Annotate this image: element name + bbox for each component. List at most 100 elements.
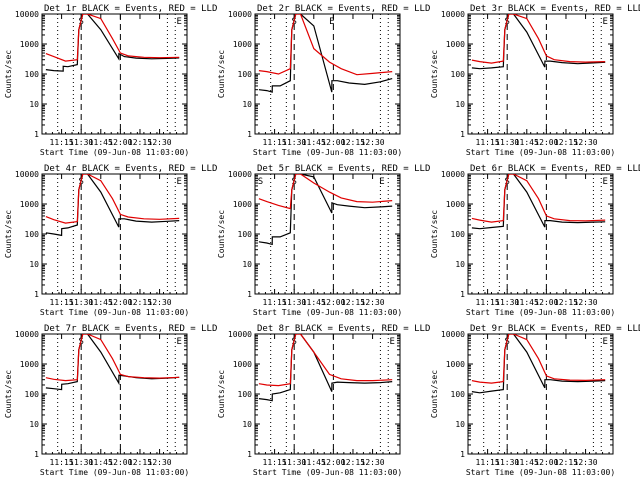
x-tick-label: 11:15 [263, 298, 287, 307]
interval-mark-s: S [258, 177, 263, 187]
x-tick-label: 12:30 [361, 138, 385, 147]
lld-series-line [45, 334, 180, 382]
lld-series-line [258, 174, 393, 210]
y-tick-label: 1 [247, 130, 252, 139]
x-tick-label: 11:45 [515, 298, 539, 307]
lld-series-line [45, 174, 180, 224]
x-tick-label: 11:30 [69, 298, 93, 307]
events-series-line [258, 14, 393, 93]
x-tick-label: 12:15 [341, 458, 365, 467]
interval-mark-e: E [379, 177, 384, 187]
detector-panel-8: Det 8r BLACK = Events, RED = LLD 1 10 100 10… [217, 324, 430, 477]
panel-title: Det 7r BLACK = Events, RED = LLD [44, 324, 217, 334]
y-axis-label: Counts/sec [4, 370, 13, 418]
y-axis-label: Counts/sec [430, 50, 439, 98]
x-tick-label: 12:15 [341, 298, 365, 307]
panel-title: Det 2r BLACK = Events, RED = LLD [257, 4, 430, 14]
y-tick-label: 1 [34, 130, 39, 139]
x-tick-label: 11:45 [515, 458, 539, 467]
y-tick-label: 1000 [20, 40, 39, 49]
y-tick-label: 1 [460, 450, 465, 459]
y-tick-label: 100 [451, 230, 466, 239]
x-tick-label: 12:30 [361, 458, 385, 467]
x-tick-label: 11:30 [282, 138, 306, 147]
panel-title: Det 3r BLACK = Events, RED = LLD [470, 4, 640, 14]
events-series-line [258, 174, 393, 246]
x-tick-label: 12:00 [534, 458, 558, 467]
events-series-line [45, 174, 180, 237]
detector-panel-2: Det 2r BLACK = Events, RED = LLD 1 10 100 10… [217, 4, 430, 157]
y-tick-label: 10 [29, 420, 39, 429]
y-tick-label: 1 [34, 290, 39, 299]
x-tick-label: 12:15 [554, 458, 578, 467]
x-tick-label: 11:15 [476, 298, 500, 307]
x-tick-label: 12:15 [128, 138, 152, 147]
y-tick-label: 1 [247, 290, 252, 299]
x-tick-label: 12:00 [108, 138, 132, 147]
x-axis-label: Start Time (09-Jun-08 11:03:00) [253, 468, 402, 477]
x-tick-label: 12:00 [321, 298, 345, 307]
x-tick-label: 11:45 [89, 138, 113, 147]
x-tick-label: 12:15 [128, 298, 152, 307]
y-tick-label: 100 [451, 70, 466, 79]
x-tick-label: 12:00 [321, 138, 345, 147]
lld-series-line [471, 174, 606, 223]
x-tick-label: 11:30 [69, 458, 93, 467]
x-axis-label: Start Time (09-Jun-08 11:03:00) [40, 308, 189, 317]
x-tick-label: 12:30 [574, 138, 598, 147]
x-tick-label: 11:45 [302, 458, 326, 467]
x-tick-label: 12:30 [574, 298, 598, 307]
detector-panel-9: Det 9r BLACK = Events, RED = LLD 1 10 100 10… [430, 324, 640, 477]
y-tick-label: 10000 [228, 10, 252, 19]
detector-panel-7: Det 7r BLACK = Events, RED = LLD 1 10 100 10… [4, 324, 217, 477]
detector-panel-1: Det 1r BLACK = Events, RED = LLD 1 10 100 10… [4, 4, 217, 157]
y-tick-label: 100 [238, 390, 253, 399]
x-tick-label: 11:15 [50, 138, 74, 147]
interval-mark-e: E [329, 17, 334, 27]
y-tick-label: 1000 [233, 200, 252, 209]
y-axis-label: Counts/sec [430, 370, 439, 418]
y-axis-label: Counts/sec [217, 50, 226, 98]
y-tick-label: 10000 [441, 330, 465, 339]
x-tick-label: 12:30 [148, 458, 172, 467]
x-tick-label: 12:00 [108, 458, 132, 467]
y-tick-label: 10000 [441, 10, 465, 19]
x-tick-label: 11:45 [515, 138, 539, 147]
y-tick-label: 100 [25, 70, 40, 79]
panel-title: Det 4r BLACK = Events, RED = LLD [44, 164, 217, 174]
lld-series-line [45, 14, 180, 62]
x-axis-label: Start Time (09-Jun-08 11:03:00) [466, 148, 615, 157]
y-tick-label: 100 [451, 390, 466, 399]
panel-title: Det 9r BLACK = Events, RED = LLD [470, 324, 640, 334]
x-tick-label: 11:45 [302, 298, 326, 307]
y-tick-label: 100 [25, 230, 40, 239]
interval-mark-e: E [602, 337, 607, 347]
y-axis-label: Counts/sec [4, 210, 13, 258]
x-axis-label: Start Time (09-Jun-08 11:03:00) [253, 308, 402, 317]
y-tick-label: 1000 [233, 360, 252, 369]
y-tick-label: 10 [455, 420, 465, 429]
y-tick-label: 100 [238, 70, 253, 79]
detector-panel-3: Det 3r BLACK = Events, RED = LLD 1 10 100 10… [430, 4, 640, 157]
x-tick-label: 12:15 [341, 138, 365, 147]
y-tick-label: 10 [242, 420, 252, 429]
lld-series-line [471, 14, 606, 64]
y-tick-label: 1 [247, 450, 252, 459]
x-tick-label: 11:30 [495, 138, 519, 147]
x-tick-label: 12:00 [534, 138, 558, 147]
y-tick-label: 10 [242, 100, 252, 109]
y-tick-label: 1000 [233, 40, 252, 49]
interval-mark-e: E [602, 17, 607, 27]
y-axis-label: Counts/sec [217, 210, 226, 258]
x-tick-label: 11:15 [263, 458, 287, 467]
x-axis-label: Start Time (09-Jun-08 11:03:00) [466, 468, 615, 477]
y-tick-label: 1 [460, 130, 465, 139]
x-tick-label: 11:15 [476, 138, 500, 147]
y-tick-label: 100 [25, 390, 40, 399]
detector-panel-5: Det 5r BLACK = Events, RED = LLD 1 10 100 10… [217, 164, 430, 317]
y-tick-label: 100 [238, 230, 253, 239]
y-tick-label: 10000 [228, 330, 252, 339]
panel-title: Det 6r BLACK = Events, RED = LLD [470, 164, 640, 174]
y-tick-label: 1000 [446, 200, 465, 209]
panel-title: Det 8r BLACK = Events, RED = LLD [257, 324, 430, 334]
